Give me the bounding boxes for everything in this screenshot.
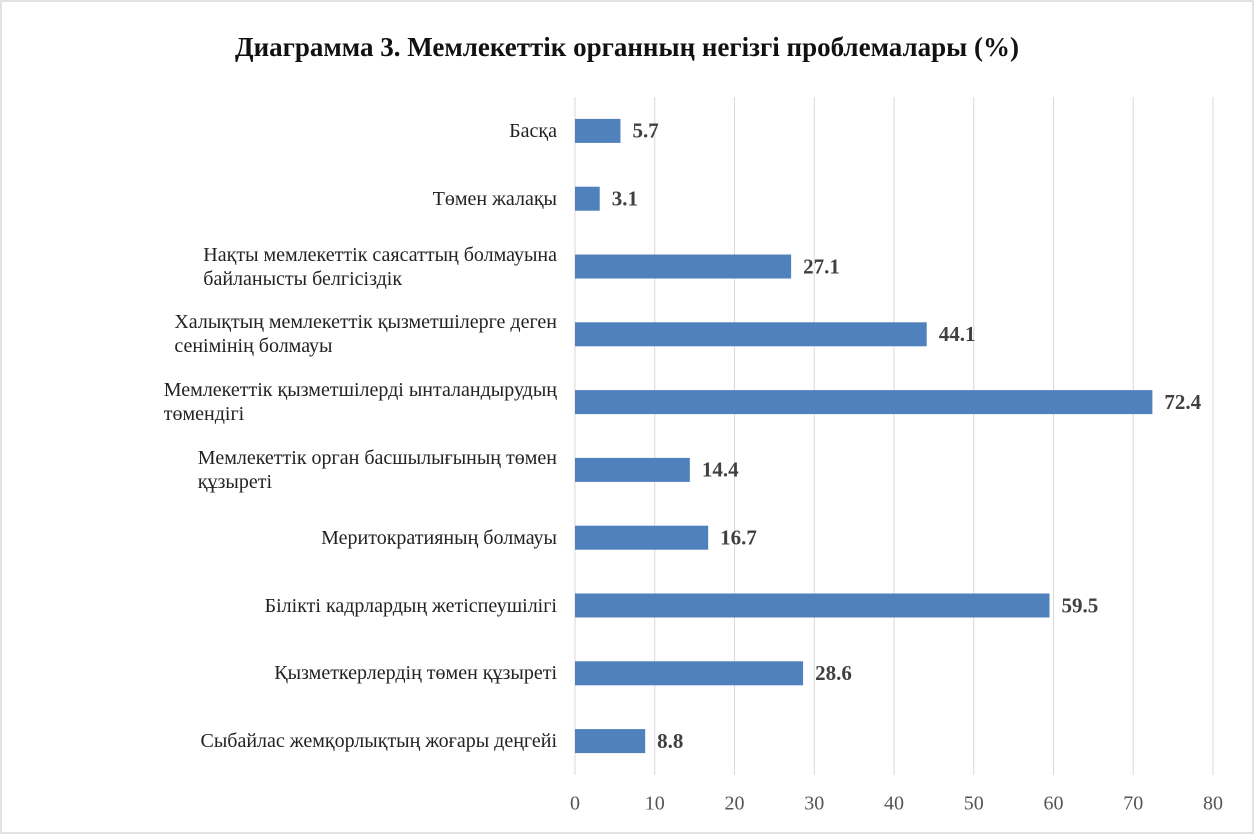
x-tick-label: 70 [1123, 793, 1143, 815]
category-label: Меритократияның болмауы [321, 526, 557, 550]
value-label: 3.1 [612, 187, 638, 211]
x-tick-label: 60 [1044, 793, 1064, 815]
bar [575, 729, 646, 754]
category-text: Қызметкерлердің төмен құзыреті [274, 662, 557, 685]
category-label: Төмен жалақы [433, 187, 557, 211]
value-label: 8.8 [657, 729, 683, 753]
x-tick-label: 20 [725, 793, 745, 815]
category-text: Мемлекеттік орган басшылығының төмен құз… [197, 446, 557, 493]
chart-title: Диаграмма 3. Мемлекеттік органның негізг… [235, 32, 1019, 62]
value-label: 44.1 [939, 322, 976, 346]
category-label: Басқа [509, 119, 557, 143]
category-text: Халықтың мемлекеттік қызметшілерге деген… [174, 311, 557, 358]
category-text: Төмен жалақы [432, 187, 557, 210]
value-label: 5.7 [632, 119, 658, 143]
bar [575, 593, 1050, 618]
category-label: Қызметкерлердің төмен құзыреті [274, 661, 557, 685]
bar [575, 186, 600, 211]
category-label: Сыбайлас жемқорлықтың жоғары деңгейі [201, 729, 558, 753]
category-text: Мемлекеттік қызметшілерді ынталандырудың… [163, 379, 557, 426]
category-text: Басқа [509, 119, 557, 142]
category-text: Меритократияның болмауы [321, 526, 557, 549]
category-label: Мемлекеттік қызметшілерді ынталандырудың… [164, 378, 557, 426]
x-tick-label: 50 [964, 793, 984, 815]
x-tick-label: 10 [645, 793, 665, 815]
x-tick-label: 30 [804, 793, 824, 815]
category-label: Білікті кадрлардың жетіспеушілігі [265, 594, 557, 618]
category-label: Нақты мемлекеттік саясаттың болмауына ба… [203, 243, 557, 291]
bar [575, 254, 792, 279]
value-label: 16.7 [720, 526, 757, 550]
category-text: Білікті кадрлардың жетіспеушілігі [264, 594, 557, 617]
x-tick-label: 40 [884, 793, 904, 815]
bar [575, 322, 927, 347]
bar [575, 390, 1153, 415]
bar [575, 525, 709, 550]
category-label: Халықтың мемлекеттік қызметшілерге деген… [174, 310, 557, 358]
bar [575, 661, 804, 686]
value-label: 72.4 [1164, 390, 1201, 414]
x-tick-label: 0 [570, 793, 580, 815]
value-label: 27.1 [803, 254, 840, 278]
value-label: 28.6 [815, 661, 852, 685]
x-tick-label: 80 [1203, 793, 1223, 815]
bar [575, 457, 690, 482]
value-label: 59.5 [1062, 593, 1099, 617]
category-text: Нақты мемлекеттік саясаттың болмауына ба… [203, 243, 557, 290]
category-label: Мемлекеттік орган басшылығының төмен құз… [198, 446, 557, 494]
category-text: Сыбайлас жемқорлықтың жоғары деңгейі [200, 730, 558, 753]
bar [575, 118, 621, 143]
value-label: 14.4 [702, 458, 739, 482]
